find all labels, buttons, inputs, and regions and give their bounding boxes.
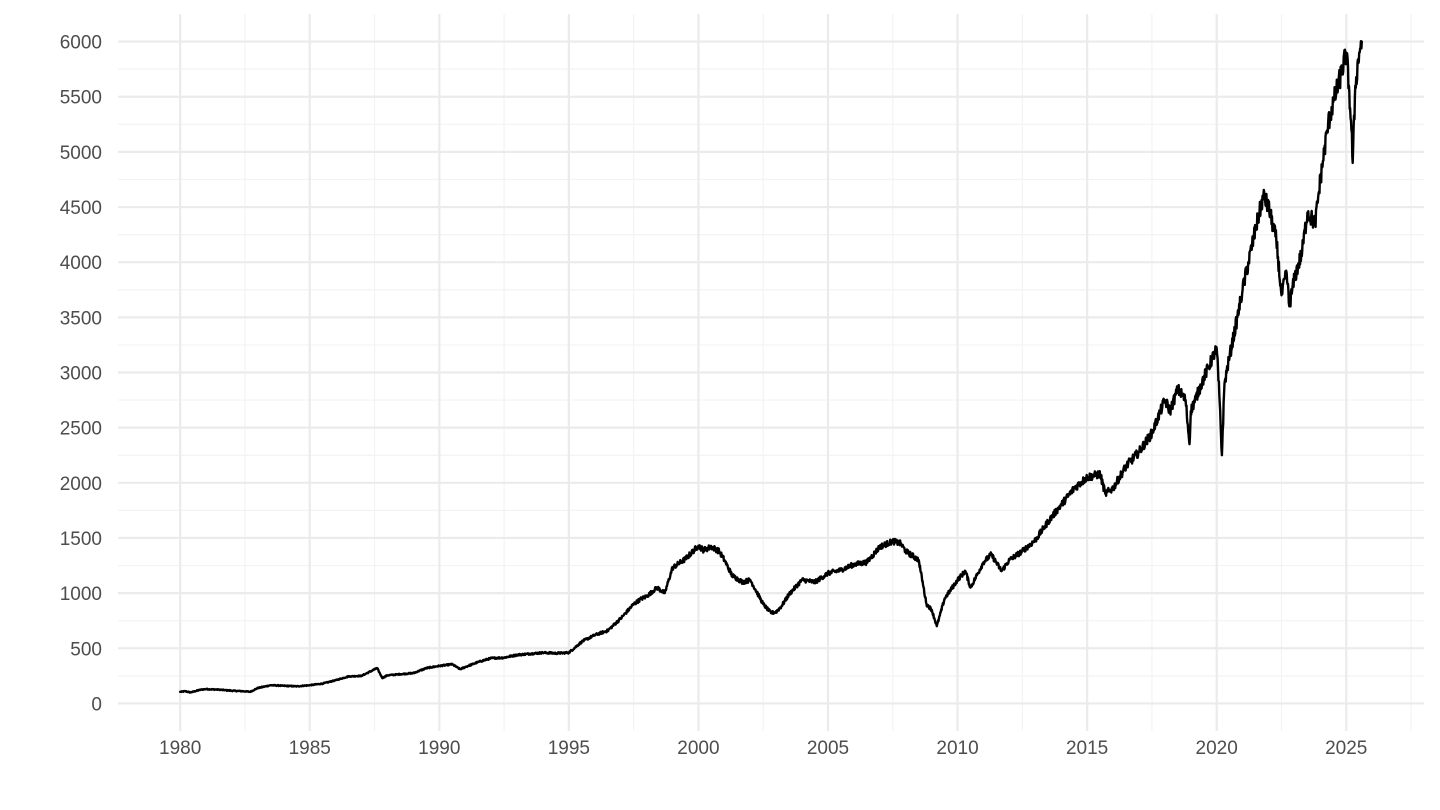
x-tick-label: 2015 <box>1066 738 1108 759</box>
x-tick-label: 2025 <box>1325 738 1367 759</box>
series-layer <box>179 40 1363 694</box>
y-tick-label: 500 <box>70 639 102 660</box>
x-tick-label: 2005 <box>807 738 849 759</box>
y-tick-label: 5000 <box>60 143 102 164</box>
y-axis-tick-labels: 0 500 1000 1500 2000 2500 3000 3500 4000 4500 5000… <box>60 33 102 716</box>
x-tick-label: 2020 <box>1196 738 1238 759</box>
y-tick-label: 6000 <box>60 33 102 54</box>
y-tick-label: 4500 <box>60 198 102 219</box>
y-tick-label: 3000 <box>60 364 102 385</box>
y-tick-label: 2500 <box>60 419 102 440</box>
x-tick-label: 1985 <box>289 738 331 759</box>
y-tick-label: 0 <box>91 694 102 715</box>
index-value-line <box>179 40 1363 694</box>
grid-lines <box>118 14 1424 731</box>
y-tick-label: 1000 <box>60 584 102 605</box>
x-tick-label: 1990 <box>418 738 460 759</box>
y-tick-label: 4000 <box>60 253 102 274</box>
x-tick-label: 1980 <box>159 738 201 759</box>
x-tick-label: 2000 <box>677 738 719 759</box>
x-tick-label: 2010 <box>936 738 978 759</box>
y-tick-label: 2000 <box>60 474 102 495</box>
y-tick-label: 1500 <box>60 529 102 550</box>
x-axis-tick-labels: 1980 1985 1990 1995 2000 2005 2010 2015 2020 2025 <box>159 738 1367 759</box>
y-tick-label: 5500 <box>60 88 102 109</box>
x-tick-label: 1995 <box>548 738 590 759</box>
y-tick-label: 3500 <box>60 308 102 329</box>
